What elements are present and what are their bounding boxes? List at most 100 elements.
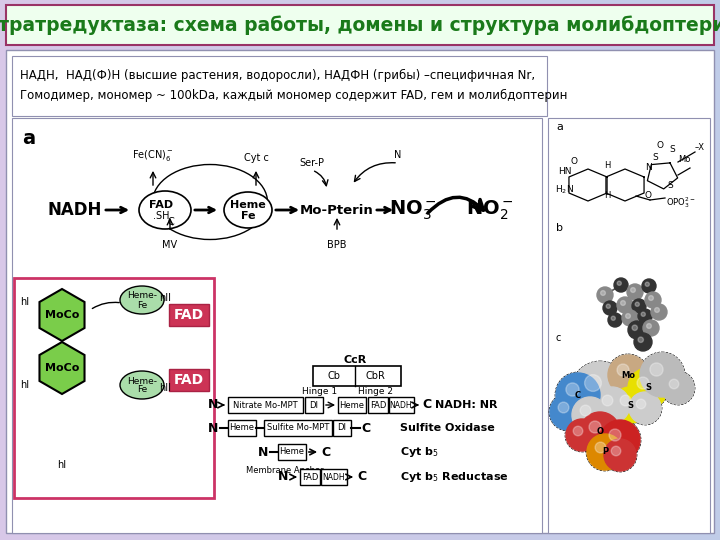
FancyBboxPatch shape — [313, 366, 401, 386]
Bar — [360, 0, 370, 540]
Circle shape — [654, 308, 660, 313]
Bar — [630, 0, 640, 540]
Circle shape — [629, 392, 661, 424]
Text: Cyt b$_5$ Reductase: Cyt b$_5$ Reductase — [400, 470, 509, 484]
Circle shape — [649, 295, 654, 300]
Bar — [190, 0, 200, 540]
Text: Heme: Heme — [279, 448, 305, 456]
Circle shape — [587, 434, 623, 470]
Circle shape — [566, 419, 598, 451]
Circle shape — [600, 420, 640, 460]
Bar — [640, 0, 650, 540]
Circle shape — [602, 395, 613, 406]
Bar — [500, 0, 510, 540]
Text: Fe(CN)$_6^-$: Fe(CN)$_6^-$ — [132, 148, 174, 163]
Bar — [80, 0, 90, 540]
Circle shape — [642, 279, 656, 293]
Text: S: S — [669, 145, 675, 154]
FancyBboxPatch shape — [12, 118, 542, 533]
Text: Cyt c: Cyt c — [243, 153, 269, 163]
Text: FAD: FAD — [149, 200, 173, 210]
Text: hI: hI — [58, 460, 66, 470]
Text: a: a — [556, 122, 563, 132]
Circle shape — [585, 375, 601, 392]
Circle shape — [628, 368, 668, 408]
Circle shape — [595, 442, 606, 453]
Text: .SH: .SH — [153, 211, 169, 221]
Text: N: N — [258, 446, 268, 458]
Text: MoCo: MoCo — [45, 310, 79, 320]
Circle shape — [589, 421, 601, 433]
Circle shape — [617, 281, 621, 285]
Bar — [40, 0, 50, 540]
Bar — [0, 0, 10, 540]
Text: Fe: Fe — [137, 386, 147, 395]
Bar — [290, 0, 300, 540]
Text: NO$_2^-$: NO$_2^-$ — [466, 198, 514, 222]
Text: FAD: FAD — [370, 401, 386, 409]
Text: C: C — [423, 399, 431, 411]
Text: O: O — [657, 140, 664, 150]
Bar — [430, 0, 440, 540]
Bar — [510, 0, 520, 540]
Text: Hinge 2: Hinge 2 — [358, 388, 392, 396]
Text: b: b — [556, 223, 563, 233]
Bar — [90, 0, 100, 540]
Text: Mo: Mo — [621, 370, 635, 380]
FancyBboxPatch shape — [368, 397, 388, 413]
Text: Нитратредуктаза: схема работы, домены и структура молибдоптерина: Нитратредуктаза: схема работы, домены и … — [0, 15, 720, 35]
Text: C: C — [575, 390, 581, 400]
Circle shape — [566, 383, 579, 396]
Bar — [20, 0, 30, 540]
FancyBboxPatch shape — [333, 420, 351, 436]
Text: hI: hI — [20, 297, 30, 307]
Circle shape — [638, 337, 644, 342]
Bar — [530, 0, 540, 540]
FancyBboxPatch shape — [228, 420, 256, 436]
Circle shape — [640, 353, 684, 397]
Bar — [600, 0, 610, 540]
Text: NADH: NR: NADH: NR — [435, 400, 498, 410]
Bar — [310, 0, 320, 540]
Text: HN: HN — [558, 167, 572, 177]
Bar — [200, 0, 210, 540]
Text: Nitrate Mo-MPT: Nitrate Mo-MPT — [233, 401, 297, 409]
Text: Ser-P: Ser-P — [300, 158, 325, 168]
Text: S: S — [627, 401, 633, 409]
Text: C: C — [321, 446, 330, 458]
FancyBboxPatch shape — [12, 56, 547, 116]
Ellipse shape — [153, 165, 268, 240]
Circle shape — [645, 292, 661, 308]
Text: CcR: CcR — [343, 355, 366, 365]
FancyBboxPatch shape — [228, 397, 303, 413]
Bar — [270, 0, 280, 540]
Circle shape — [609, 429, 621, 441]
Text: C: C — [357, 470, 366, 483]
Text: NADH: NADH — [323, 472, 346, 482]
Text: Heme: Heme — [230, 423, 254, 433]
Bar — [230, 0, 240, 540]
Text: H: H — [604, 160, 610, 170]
Text: N: N — [278, 470, 288, 483]
Text: O: O — [570, 158, 577, 166]
Ellipse shape — [120, 286, 164, 314]
Circle shape — [603, 301, 617, 315]
Bar — [540, 0, 550, 540]
FancyArrowPatch shape — [428, 197, 483, 213]
Bar — [560, 0, 570, 540]
Text: BPB: BPB — [328, 240, 347, 250]
Circle shape — [620, 395, 631, 406]
Circle shape — [651, 304, 667, 320]
Bar — [110, 0, 120, 540]
Text: C: C — [361, 422, 371, 435]
Bar — [120, 0, 130, 540]
Bar — [220, 0, 230, 540]
Text: NADH: NADH — [48, 201, 102, 219]
Bar — [140, 0, 150, 540]
Circle shape — [612, 387, 648, 423]
Bar — [710, 0, 720, 540]
FancyBboxPatch shape — [169, 369, 209, 391]
Bar — [330, 0, 340, 540]
Text: Sulfite Mo-MPT: Sulfite Mo-MPT — [267, 423, 329, 433]
Bar — [300, 0, 310, 540]
